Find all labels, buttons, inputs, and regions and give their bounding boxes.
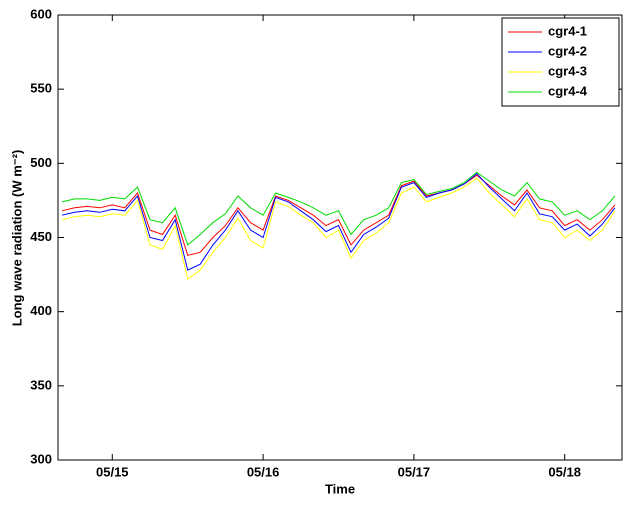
legend-box: [501, 17, 620, 107]
y-tick-label: 300: [30, 451, 52, 466]
y-tick-label: 600: [30, 6, 52, 21]
legend-label: cgr4-2: [548, 43, 587, 58]
y-tick-label: 500: [30, 155, 52, 170]
y-tick-label: 550: [30, 81, 52, 96]
x-tick-label: 05/15: [96, 464, 129, 479]
legend-label: cgr4-3: [548, 63, 587, 78]
x-tick-label: 05/16: [247, 464, 280, 479]
y-tick-label: 350: [30, 377, 52, 392]
x-axis-label: Time: [325, 481, 355, 496]
y-axis-label: Long wave radiation (W m⁻²): [9, 150, 24, 327]
plot-frame: [57, 14, 623, 461]
y-tick-label: 400: [30, 303, 52, 318]
data-line: [61, 173, 616, 271]
legend-label: cgr4-1: [548, 23, 587, 38]
data-line: [61, 174, 616, 256]
x-tick-label: 05/18: [548, 464, 581, 479]
legend-label: cgr4-4: [548, 83, 588, 98]
data-line: [61, 171, 616, 246]
x-tick-label: 05/17: [398, 464, 431, 479]
data-line: [61, 177, 616, 280]
y-tick-label: 450: [30, 229, 52, 244]
